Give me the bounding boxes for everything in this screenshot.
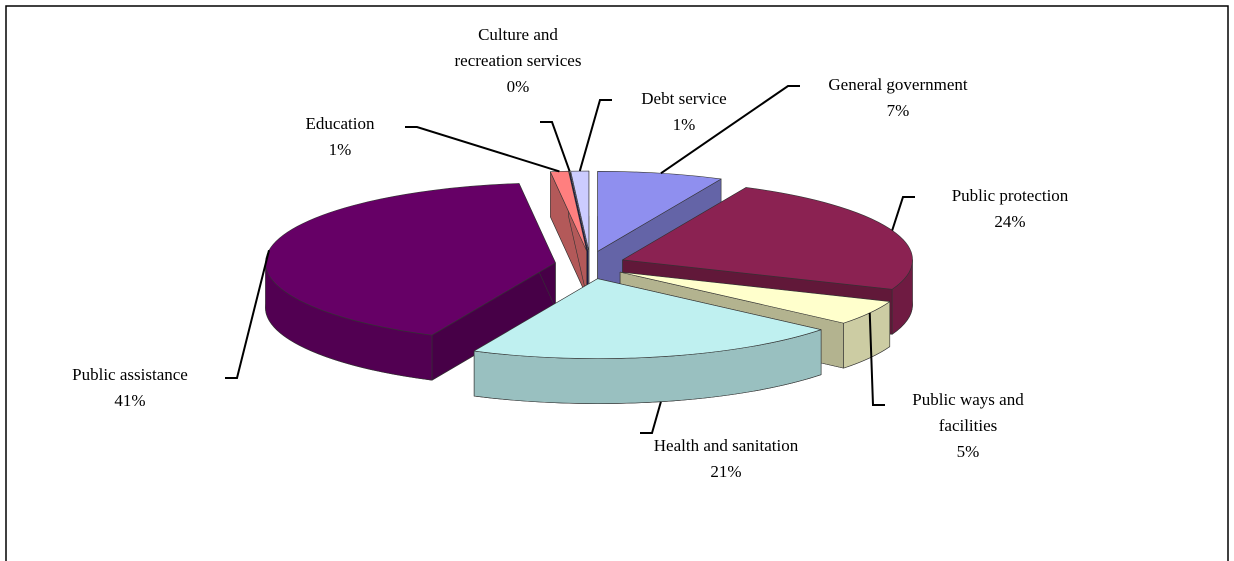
- data-label: General government 7%: [778, 72, 1018, 124]
- data-label: Culture and recreation services 0%: [453, 22, 583, 100]
- chart-border: [5, 5, 1229, 561]
- category-label: General government: [828, 75, 968, 94]
- data-label: Public assistance 41%: [30, 362, 230, 414]
- leader-line: [578, 99, 612, 172]
- slice-top: [622, 187, 913, 290]
- category-label: Public protection: [951, 186, 1069, 205]
- slice-top: [619, 271, 891, 324]
- leader-line: [640, 401, 662, 434]
- value-label: 24%: [994, 212, 1026, 231]
- category-label: Public assistance: [72, 365, 188, 384]
- category-label: Debt service: [641, 89, 727, 108]
- leader-line: [868, 312, 885, 406]
- data-label: Education 1%: [260, 111, 420, 163]
- value-label: 0%: [506, 77, 530, 96]
- leader-line: [891, 196, 915, 231]
- leader-line: [405, 126, 560, 173]
- slice-top: [570, 170, 590, 252]
- value-label: 21%: [710, 462, 742, 481]
- slice-top: [473, 278, 822, 359]
- category-label: Culture and recreation services: [454, 25, 582, 70]
- slice-top: [550, 170, 588, 252]
- slice-top: [265, 183, 556, 336]
- data-label: Public protection 24%: [890, 183, 1130, 235]
- data-label: Debt service 1%: [604, 86, 764, 138]
- leader-line: [225, 250, 270, 379]
- value-label: 41%: [114, 391, 146, 410]
- slice-top: [597, 171, 722, 252]
- data-label: Public ways and facilities 5%: [883, 387, 1053, 465]
- category-label: Education: [305, 114, 375, 133]
- value-label: 1%: [672, 115, 696, 134]
- value-label: 5%: [956, 442, 980, 461]
- category-label: Public ways and facilities: [912, 390, 1024, 435]
- value-label: 7%: [886, 101, 910, 120]
- value-label: 1%: [328, 140, 352, 159]
- leader-line: [540, 121, 571, 172]
- data-label: Health and sanitation 21%: [606, 433, 846, 485]
- leader-line: [660, 85, 800, 175]
- category-label: Health and sanitation: [653, 436, 799, 455]
